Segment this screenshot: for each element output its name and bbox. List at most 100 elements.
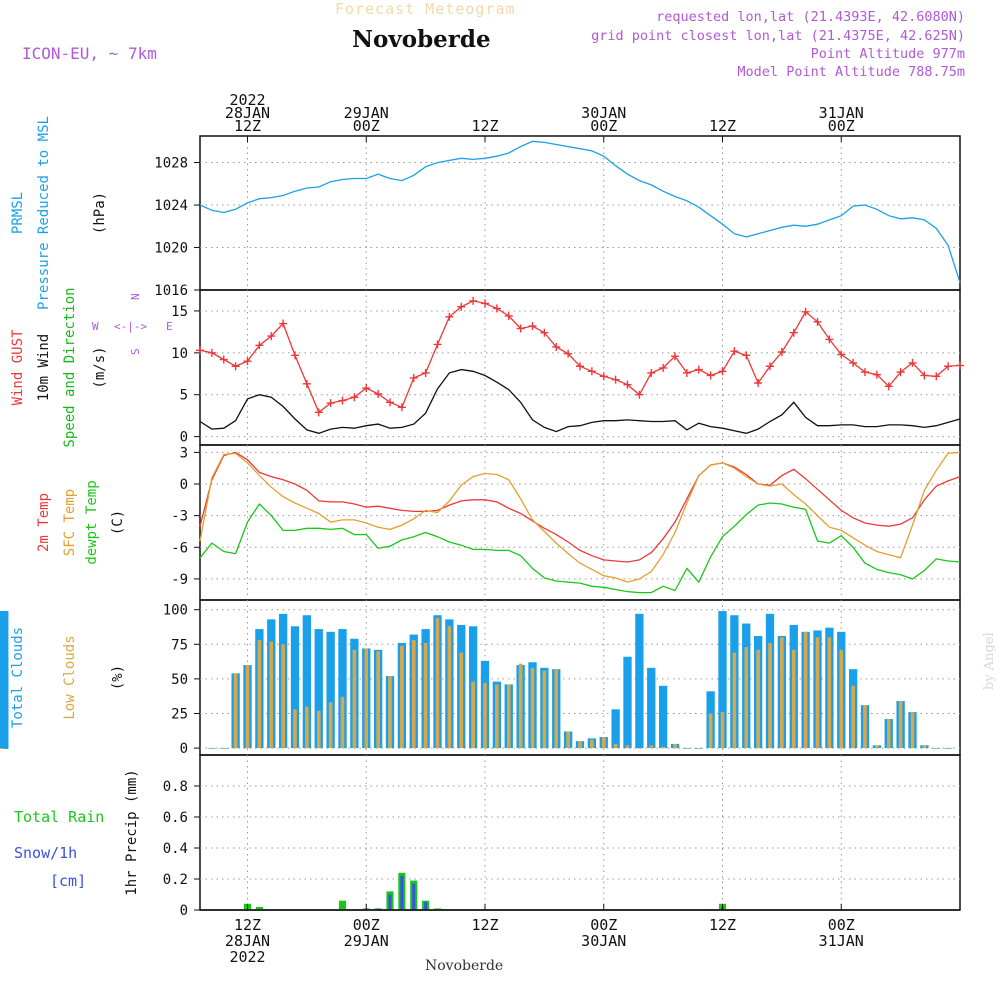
- clouds-bar: [340, 696, 345, 749]
- pressure-ytick-label: 1020: [154, 241, 188, 257]
- clouds-bar: [221, 748, 226, 749]
- gust-marker: [825, 335, 834, 344]
- precip-side-label: Snow/1h: [14, 844, 77, 862]
- clouds-bar: [245, 665, 250, 749]
- clouds-bar: [647, 667, 656, 749]
- gust-marker: [314, 408, 323, 417]
- top-time-label: 00Z: [828, 117, 855, 135]
- gust-marker: [754, 379, 763, 387]
- pressure-series-line: [199, 140, 961, 283]
- clouds-axis-label: Low Clouds: [62, 635, 78, 719]
- bottom-time-label: 2022: [229, 948, 265, 966]
- pressure-ytick-label: 1024: [154, 198, 188, 214]
- compass-west-label: W: [92, 320, 99, 333]
- clouds-bar: [673, 743, 677, 749]
- gust-marker: [920, 371, 929, 380]
- clouds-bar: [326, 631, 335, 749]
- clouds-bar: [293, 709, 297, 749]
- gust-marker: [884, 382, 893, 391]
- clouds-bar: [910, 712, 915, 749]
- temperature-ytick-label: 0: [180, 477, 188, 493]
- clouds-bar: [233, 673, 238, 749]
- gust-marker: [837, 350, 846, 359]
- bottom-time-label: 30JAN: [581, 932, 626, 950]
- clouds-bar: [506, 684, 511, 749]
- gust-marker: [255, 341, 264, 350]
- clouds-bar: [839, 649, 844, 749]
- temperature-axis-label: 2m Temp: [36, 493, 52, 552]
- temperature-frame: [199, 444, 961, 601]
- credit-watermark: by Angel: [982, 632, 997, 690]
- clouds-bar: [613, 743, 618, 749]
- clouds-bar: [625, 745, 630, 749]
- gust-marker: [956, 361, 964, 370]
- pressure-axis-label: (hPa): [92, 192, 108, 234]
- wind-ytick-label: 5: [180, 388, 188, 404]
- clouds-bar: [338, 629, 347, 749]
- panel-precip: 0 0.2 0.4 0.6 0.8 1hr Precip (mm) Total Rain Sn…: [14, 754, 961, 919]
- gust-marker: [813, 317, 822, 326]
- clouds-bar: [578, 741, 582, 749]
- gust-marker: [682, 368, 691, 377]
- bottom-time-label: 12Z: [709, 916, 736, 934]
- clouds-ytick-label: 25: [171, 706, 188, 722]
- clouds-bar: [328, 702, 333, 749]
- gust-marker: [694, 365, 703, 374]
- clouds-bar: [732, 652, 737, 749]
- clouds-bar: [305, 706, 309, 749]
- gust-marker: [706, 371, 715, 380]
- gust-marker: [872, 370, 881, 379]
- bottom-time-label: 28JAN: [225, 932, 270, 950]
- precip-bar: [433, 908, 442, 910]
- compass-north-label: N: [129, 293, 142, 300]
- clouds-bar: [601, 737, 606, 749]
- precip-bar: [255, 906, 263, 910]
- gust-marker: [587, 367, 596, 376]
- clouds-bar: [423, 642, 428, 749]
- gust-marker: [492, 304, 501, 313]
- gust-marker: [908, 358, 917, 367]
- gust-marker: [516, 324, 525, 333]
- gust-marker: [861, 368, 869, 377]
- clouds-bar: [637, 748, 642, 749]
- pressure-frame: [199, 135, 961, 291]
- precip-bar: [412, 883, 416, 910]
- gust-marker: [445, 312, 454, 321]
- clouds-bar: [623, 656, 632, 749]
- clouds-bar: [756, 649, 760, 749]
- clouds-ytick-label: 50: [171, 672, 188, 688]
- clouds-bar: [611, 709, 620, 749]
- clouds-bar: [376, 651, 380, 749]
- clouds-bar: [269, 641, 274, 749]
- gust-marker: [659, 363, 668, 372]
- bottom-time-label: 12Z: [471, 916, 498, 934]
- clouds-bar: [316, 710, 321, 749]
- wind-axis-label: 10m Wind: [36, 334, 52, 401]
- temperature-ytick-label: 3: [180, 445, 188, 461]
- wind-ytick-label: 15: [171, 304, 188, 320]
- gridpoint-coords: grid point closest lon,lat (21.4375E, 42…: [591, 28, 965, 44]
- clouds-ytick-label: 75: [171, 637, 188, 653]
- pressure-axis-label: Pressure Reduced to MSL: [36, 116, 52, 310]
- clouds-bar: [708, 713, 713, 749]
- gust-marker: [338, 396, 347, 405]
- precip-bar: [424, 902, 428, 910]
- clouds-bar: [696, 748, 701, 749]
- clouds-frame: [199, 599, 961, 756]
- compass-rose: W <-|-> E N S: [92, 293, 173, 355]
- temperature-axis-label: SFC Temp: [62, 489, 78, 556]
- gust-marker: [801, 307, 810, 316]
- panel-clouds: 0 25 50 75 100 Total Clouds Low Clouds (%): [0, 599, 961, 757]
- clouds-bar: [364, 648, 369, 749]
- top-time-label: 12Z: [234, 117, 261, 135]
- gust-marker: [207, 348, 216, 357]
- clouds-bar: [685, 748, 689, 749]
- gust-marker: [718, 367, 727, 376]
- clouds-bar: [744, 647, 749, 749]
- wind-series-line: [199, 368, 961, 434]
- clouds-bar: [0, 748, 9, 749]
- clouds-bar: [590, 739, 594, 749]
- top-time-label: 30JAN: [581, 104, 626, 122]
- requested-coords: requested lon,lat (21.4393E, 42.6080N): [656, 9, 965, 25]
- clouds-bar: [898, 701, 903, 749]
